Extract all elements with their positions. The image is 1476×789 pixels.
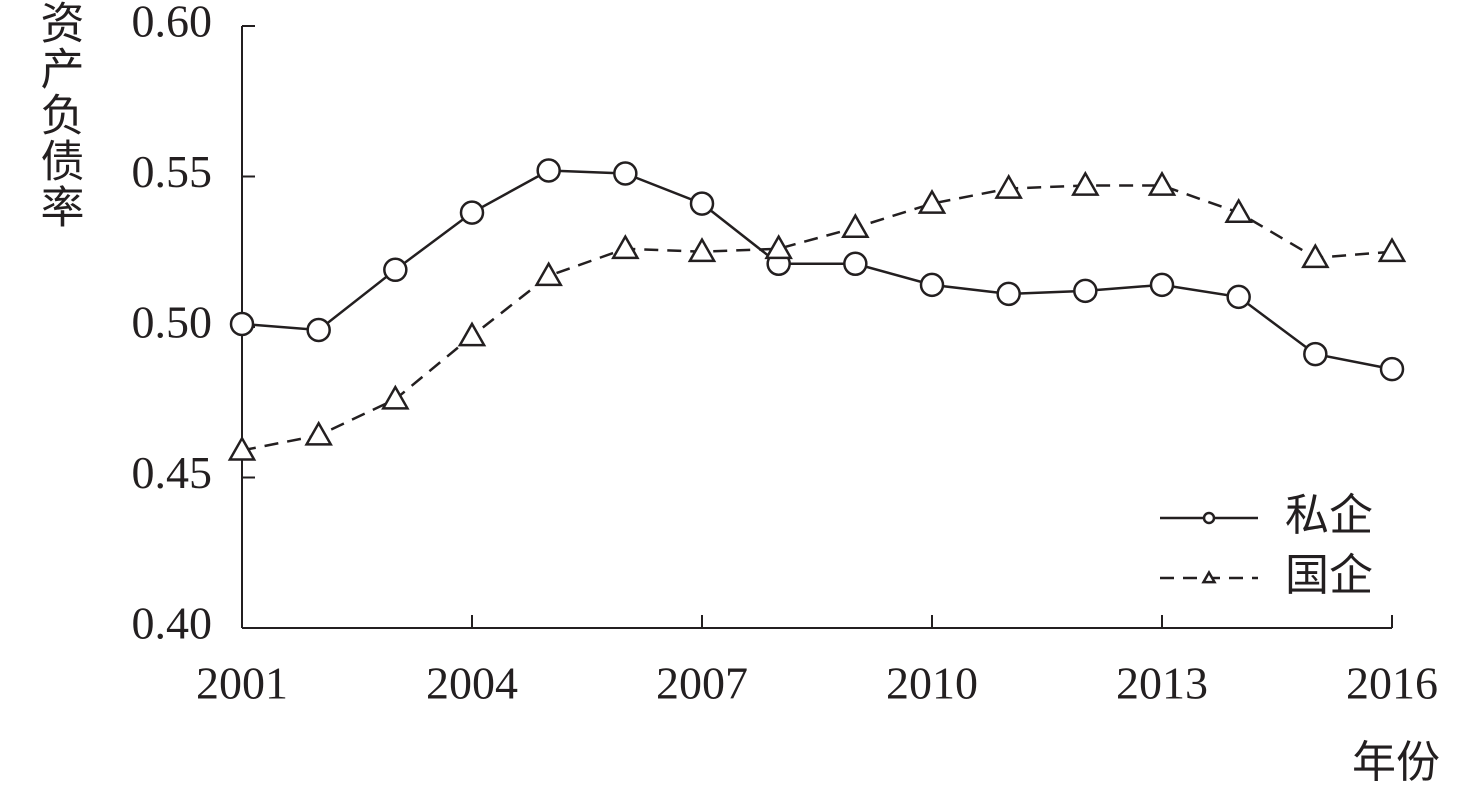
point (381, 384, 410, 410)
point (996, 281, 1021, 307)
point (306, 317, 331, 343)
point (1377, 237, 1407, 263)
x-tick-label: 2013 (1116, 658, 1208, 709)
point (613, 161, 638, 186)
point (459, 200, 485, 225)
point (1301, 243, 1330, 269)
point (536, 158, 561, 183)
x-tick-label: 2004 (426, 658, 518, 709)
point (534, 261, 563, 287)
y-tick-label: 0.55 (132, 146, 213, 197)
point (687, 237, 717, 263)
y-tick-label: 0.45 (132, 447, 213, 498)
legend-marker (1202, 511, 1216, 525)
point (304, 420, 333, 446)
legend-label: 私企 (1285, 490, 1373, 541)
point (383, 257, 408, 283)
x-tick-label: 2007 (656, 658, 748, 709)
point (227, 435, 257, 461)
point (1149, 272, 1175, 298)
point (764, 234, 793, 260)
point (1147, 170, 1177, 196)
point (917, 188, 947, 214)
legend-label: 国企 (1285, 550, 1373, 601)
y-axis-label: 资产负债率 (33, 0, 84, 230)
x-tick-label: 2010 (886, 658, 978, 709)
point (1303, 341, 1328, 367)
point (1379, 356, 1405, 382)
y-tick-label: 0.60 (132, 0, 213, 47)
legend-marker (1201, 569, 1217, 584)
point (457, 321, 487, 347)
point (919, 272, 945, 298)
x-axis-label: 年份 (1352, 737, 1440, 788)
x-tick-label: 2016 (1346, 658, 1438, 709)
point (1073, 278, 1098, 304)
y-tick-label: 0.50 (132, 297, 213, 348)
point (611, 234, 640, 260)
point (1224, 198, 1253, 223)
y-tick-label: 0.40 (132, 598, 213, 649)
series-line (241, 169, 1393, 371)
point (229, 311, 255, 337)
point (994, 173, 1023, 199)
point (1226, 284, 1251, 310)
point (841, 213, 870, 238)
series-line (241, 184, 1393, 452)
x-tick-label: 2001 (196, 658, 288, 709)
point (689, 191, 715, 216)
point (1071, 170, 1100, 196)
point (843, 251, 868, 277)
